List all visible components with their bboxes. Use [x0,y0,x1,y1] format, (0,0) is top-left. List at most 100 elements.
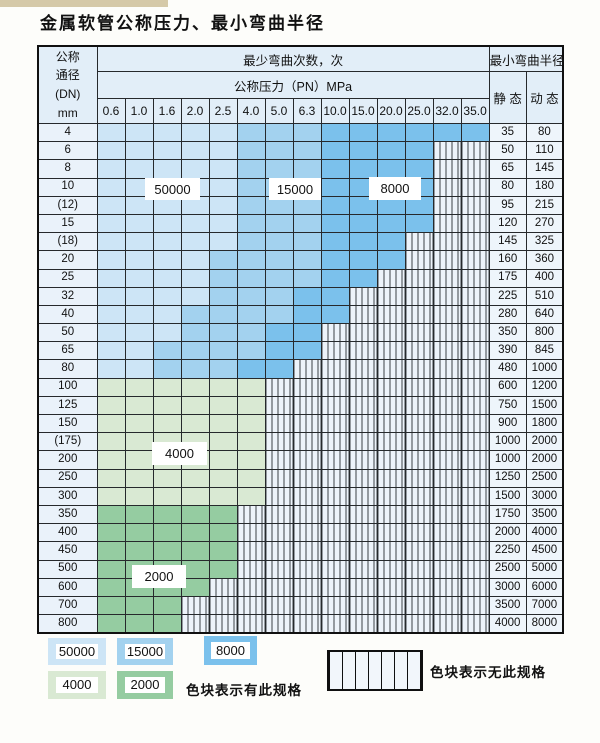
pressure-value-header: 5.0 [264,98,294,124]
legend-swatch: 50000 [48,638,106,665]
spec-cell [236,486,266,506]
dynamic-radius-cell: 145 [525,159,564,179]
dynamic-radius-cell: 845 [525,341,564,361]
dynamic-radius-cell: 110 [525,141,564,161]
spec-cell [152,413,182,434]
spec-cell [180,159,210,179]
static-radius-cell: 1000 [488,432,527,452]
spec-cell [180,195,210,215]
spec-cell [320,304,350,325]
spec-cell [152,559,182,579]
no-spec-cell [348,559,378,579]
spec-cell [264,304,294,325]
spec-cell [292,122,322,143]
spec-cell [124,304,154,325]
no-spec-cell [292,577,322,597]
no-spec-cell [432,177,462,197]
no-spec-cell [348,286,378,306]
spec-cell [180,304,210,325]
no-spec-cell [348,450,378,470]
no-spec-cell [432,595,462,616]
spec-cell [264,250,294,270]
spec-cell [152,595,182,616]
spec-cell [152,159,182,179]
dn-cell: 150 [37,413,98,434]
spec-cell [152,195,182,215]
spec-cell [208,323,238,343]
spec-cell [208,122,238,143]
dynamic-radius-cell: 1500 [525,395,564,416]
spec-cell [264,232,294,252]
spec-cell [152,141,182,161]
spec-cell [96,359,126,379]
dn-cell: 500 [37,559,98,579]
table-row: 500 2500 5000 [37,559,564,579]
no-spec-cell [460,486,490,506]
static-radius-cell: 480 [488,359,527,379]
dn-header-line: mm [57,105,78,120]
dynamic-radius-cell: 400 [525,268,564,288]
dynamic-radius-cell: 7000 [525,595,564,616]
spec-cell [96,468,126,488]
spec-cell [124,468,154,488]
dn-header-line: (DN) [55,87,81,101]
spec-cell [348,177,378,197]
static-radius-cell: 350 [488,323,527,343]
spec-cell [180,523,210,543]
no-spec-cell [432,614,462,634]
spec-cell [236,268,266,288]
spec-cell [404,141,434,161]
no-spec-cell [264,432,294,452]
no-spec-cell [432,413,462,434]
dn-cell: 20 [37,250,98,270]
no-spec-cell [320,377,350,397]
no-spec-cell [348,359,378,379]
main-table: 公称 通径 (DN) mm 最少弯曲次数，次 最小弯曲半径 公称压力（PN）MP… [37,45,565,635]
spec-cell [348,159,378,179]
spec-cell [264,359,294,379]
spec-cell [320,177,350,197]
spec-cell [180,559,210,579]
static-radius-cell: 750 [488,395,527,416]
dn-cell: 10 [37,177,98,197]
spec-cell [96,323,126,343]
spec-cell [96,614,126,634]
no-spec-cell [460,195,490,215]
spec-cell [124,541,154,561]
spec-cell [376,232,406,252]
no-spec-cell [432,213,462,234]
bend-cycles-header: 最少弯曲次数，次 [96,45,490,72]
spec-cell [180,232,210,252]
no-spec-cell [460,377,490,397]
spec-cell [320,268,350,288]
no-spec-cell [460,559,490,579]
no-spec-cell [376,614,406,634]
dn-cell: 200 [37,450,98,470]
no-spec-cell [348,377,378,397]
no-spec-cell [432,577,462,597]
spec-cell [124,377,154,397]
dynamic-radius-cell: 2000 [525,432,564,452]
spec-cell [236,468,266,488]
no-spec-cell [404,377,434,397]
dn-cell: 450 [37,541,98,561]
no-spec-cell [348,323,378,343]
dynamic-radius-cell: 5000 [525,559,564,579]
spec-cell [124,614,154,634]
static-radius-cell: 160 [488,250,527,270]
no-spec-cell [404,268,434,288]
spec-cell [96,432,126,452]
no-spec-cell [292,504,322,525]
no-spec-cell [404,413,434,434]
spec-cell [376,195,406,215]
no-spec-cell [376,341,406,361]
no-spec-cell [404,395,434,416]
spec-cell [320,159,350,179]
spec-cell [236,377,266,397]
spec-cell [152,268,182,288]
spec-cell [236,122,266,143]
spec-cell [348,122,378,143]
no-spec-cell [460,413,490,434]
spec-cell [124,232,154,252]
spec-cell [152,504,182,525]
